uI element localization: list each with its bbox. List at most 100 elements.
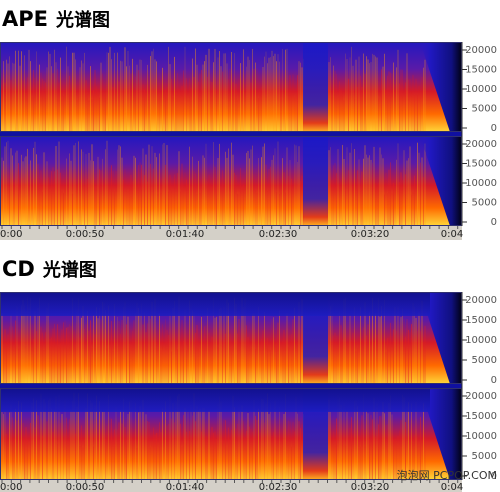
streak [246, 325, 247, 384]
streak [90, 66, 91, 132]
streak [66, 46, 67, 132]
streak [69, 419, 70, 480]
streak [75, 59, 76, 133]
streak [154, 152, 156, 226]
streak [84, 328, 85, 384]
streak [241, 405, 243, 480]
streak [366, 154, 367, 226]
streak [196, 64, 198, 132]
streak [199, 408, 201, 480]
streak [124, 301, 126, 384]
streak [69, 153, 70, 226]
streak [76, 99, 78, 132]
streak [381, 69, 382, 132]
streak [408, 79, 409, 132]
streak [196, 405, 198, 480]
streak [21, 154, 22, 226]
streak [67, 326, 69, 384]
streak [108, 187, 109, 226]
streak [388, 336, 390, 384]
streak [288, 89, 289, 132]
streak [129, 343, 130, 384]
streak [355, 188, 357, 226]
streak [330, 147, 331, 226]
streak [211, 426, 213, 480]
streak [349, 427, 351, 480]
streak [400, 69, 402, 132]
format-name: APE [2, 7, 48, 31]
streak [375, 313, 376, 384]
streak [246, 152, 247, 226]
streak [46, 421, 48, 480]
streak [144, 89, 145, 132]
streak [144, 312, 145, 384]
streak [364, 446, 366, 480]
streak [64, 400, 66, 480]
streak [55, 396, 57, 480]
streak [223, 306, 225, 384]
streak [199, 73, 201, 132]
streak [370, 415, 372, 480]
streak [247, 56, 249, 132]
streak [402, 69, 403, 132]
streak [73, 330, 75, 384]
streak [402, 394, 403, 480]
streak [166, 145, 168, 226]
streak [261, 398, 262, 480]
panel-title: CD 光谱图 [2, 257, 97, 281]
streak [6, 59, 7, 132]
streak [64, 188, 66, 226]
streak [279, 61, 280, 132]
streak [42, 332, 43, 384]
streak [189, 430, 190, 480]
streak [328, 150, 330, 226]
title-text: 光谱图 [42, 259, 97, 281]
streak [180, 341, 181, 384]
streak [163, 424, 165, 480]
format-name: CD [2, 257, 35, 281]
y-tick-label: 20000 [465, 45, 497, 56]
streak [51, 408, 52, 480]
streak [267, 63, 268, 132]
streak [372, 419, 373, 480]
streak [352, 187, 354, 226]
streak [177, 173, 178, 226]
streak [408, 402, 409, 480]
streak [189, 78, 190, 132]
streak [102, 158, 103, 226]
y-tick-label: 0 [491, 123, 497, 134]
streak [220, 186, 222, 226]
streak [391, 73, 393, 132]
streak [40, 72, 42, 132]
streak [132, 181, 133, 226]
streak [250, 348, 252, 384]
streak [25, 92, 27, 132]
streak [70, 326, 72, 384]
streak [111, 59, 112, 133]
streak [186, 431, 187, 480]
streak [19, 65, 21, 132]
streak [63, 322, 64, 384]
streak [268, 414, 270, 480]
streak [418, 445, 420, 480]
streak [286, 48, 288, 133]
streak [178, 89, 180, 132]
streak [337, 149, 339, 226]
streak [414, 434, 415, 480]
panel-title: APE 光谱图 [2, 7, 110, 31]
streak [297, 413, 298, 480]
streak [46, 161, 48, 226]
streak [378, 424, 379, 480]
streak [166, 330, 168, 384]
streak [33, 339, 34, 384]
streak [36, 154, 37, 226]
streak [174, 56, 175, 132]
streak [21, 51, 22, 132]
streak [112, 87, 114, 132]
streak [1, 313, 3, 384]
streak [85, 80, 87, 132]
streak [165, 89, 166, 132]
streak [375, 56, 376, 133]
streak [199, 192, 201, 226]
streak [97, 445, 99, 480]
